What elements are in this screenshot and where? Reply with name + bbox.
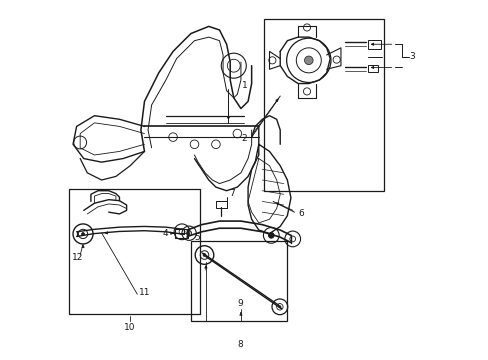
- Text: 12: 12: [71, 253, 83, 262]
- Text: 9: 9: [237, 299, 242, 308]
- Text: 6: 6: [298, 210, 304, 219]
- Bar: [175, 229, 188, 238]
- Circle shape: [81, 233, 84, 235]
- Text: 3: 3: [408, 52, 414, 61]
- Circle shape: [268, 233, 274, 238]
- Text: 7: 7: [229, 189, 234, 198]
- Bar: [264, 19, 383, 191]
- Text: 2: 2: [241, 134, 247, 143]
- Text: 8: 8: [237, 340, 242, 349]
- Bar: [367, 65, 378, 72]
- Text: 1: 1: [241, 81, 247, 90]
- Circle shape: [203, 253, 205, 256]
- Bar: [367, 40, 381, 49]
- Bar: [216, 202, 226, 208]
- Circle shape: [278, 306, 281, 308]
- Text: 4: 4: [162, 229, 168, 238]
- Circle shape: [304, 56, 312, 64]
- Text: 10: 10: [124, 323, 136, 332]
- Text: 11: 11: [139, 288, 150, 297]
- Bar: [69, 189, 200, 314]
- Bar: [190, 241, 287, 321]
- Text: 5: 5: [194, 233, 200, 242]
